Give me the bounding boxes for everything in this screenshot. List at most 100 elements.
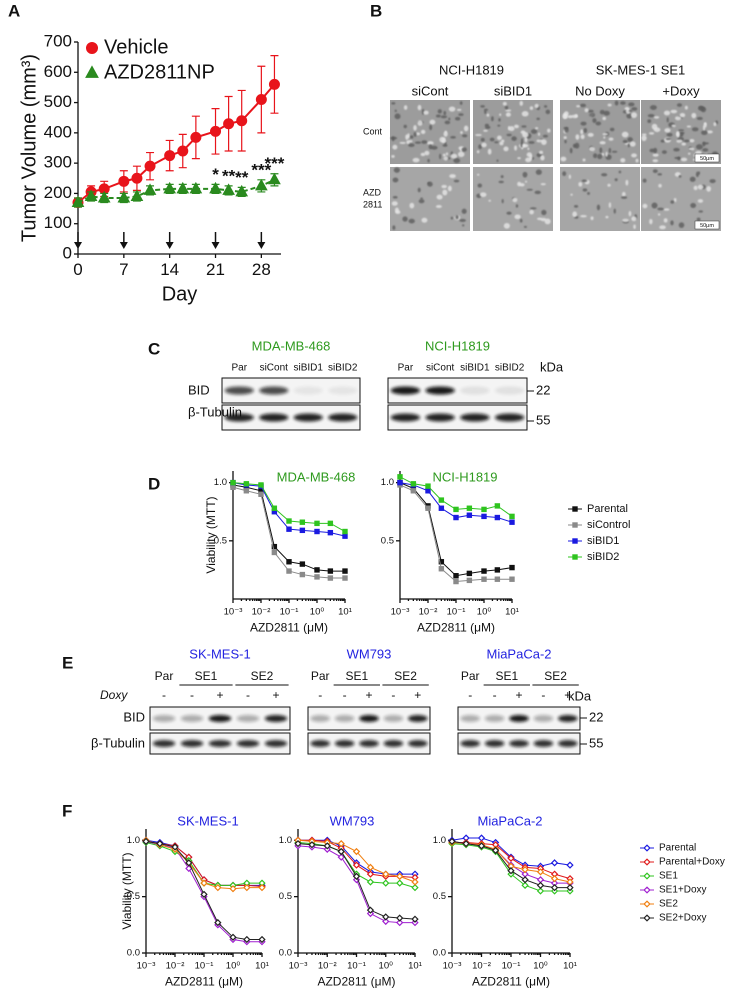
cell (582, 188, 588, 192)
marker (97, 190, 111, 203)
cell (626, 113, 633, 119)
marker (521, 876, 529, 884)
cell (649, 132, 655, 135)
marker (572, 522, 578, 528)
band (264, 740, 288, 747)
cell (602, 116, 607, 121)
marker (550, 859, 559, 867)
cell (691, 127, 699, 132)
cell (540, 155, 545, 161)
cell (657, 173, 662, 176)
cell (607, 103, 612, 107)
band (359, 740, 379, 747)
cell (423, 110, 429, 115)
cell (395, 210, 401, 215)
marker (411, 883, 419, 892)
cell (670, 200, 675, 204)
cell (427, 181, 433, 187)
cell (524, 136, 528, 143)
blot-title: NCI-H1819 (425, 338, 490, 353)
cell (631, 107, 638, 111)
cell (418, 199, 425, 204)
cell (663, 110, 671, 116)
chart-title: WM793 (330, 813, 375, 828)
y-tick-label: 0.5 (127, 891, 140, 902)
cell (535, 127, 539, 130)
band (509, 740, 529, 747)
cell (625, 108, 631, 114)
marker (643, 844, 651, 852)
cell (453, 179, 460, 183)
band (390, 413, 421, 422)
cell (391, 154, 395, 158)
cell (670, 109, 678, 114)
lane-label: Par (398, 363, 414, 374)
marker (396, 914, 404, 922)
cell (697, 184, 704, 190)
marker (396, 879, 404, 887)
significance-mark: *** (265, 154, 285, 173)
band (152, 740, 176, 747)
marker (210, 125, 222, 137)
marker (200, 890, 208, 899)
marker (327, 520, 334, 527)
legend-label: AZD2811NP (104, 61, 215, 83)
x-tick-label: 21 (206, 260, 225, 279)
cell (673, 147, 680, 152)
band (328, 386, 358, 395)
cell (653, 147, 658, 154)
cell (480, 105, 485, 108)
cell (564, 139, 567, 144)
cell (501, 139, 505, 143)
cell (574, 142, 580, 149)
marker (337, 853, 345, 861)
cell (529, 106, 534, 110)
cell (393, 167, 400, 173)
marker (466, 570, 473, 577)
cell (541, 139, 547, 146)
cell (476, 173, 480, 176)
cell (390, 136, 398, 140)
cell (508, 126, 515, 132)
cell (569, 147, 573, 154)
cell (688, 147, 695, 151)
cell (663, 218, 668, 223)
marker (466, 577, 473, 584)
cell (417, 120, 423, 126)
marker (171, 843, 179, 851)
cell (429, 119, 436, 125)
y-axis-label: Viability (MTT) (120, 852, 134, 929)
marker (536, 876, 545, 884)
cell (459, 218, 467, 222)
lane-label: siBID1 (294, 363, 324, 374)
band (484, 715, 505, 722)
group-label: SE2 (251, 669, 274, 683)
dosing-arrow-head (74, 242, 82, 249)
marker (494, 514, 501, 521)
band (484, 740, 505, 747)
y-tick-label: 0.5 (279, 891, 292, 902)
cell (630, 112, 638, 119)
marker (494, 576, 501, 582)
marker (509, 513, 515, 520)
cell (439, 153, 442, 160)
cell (529, 207, 537, 210)
cell (529, 154, 533, 161)
cell (588, 146, 595, 152)
marker (572, 554, 578, 560)
cell (689, 139, 695, 143)
marker (143, 183, 157, 195)
marker (494, 503, 501, 509)
cell (568, 174, 571, 179)
cell (476, 150, 480, 154)
cell (463, 125, 469, 132)
cell (514, 145, 518, 151)
group-label: SE2 (394, 669, 417, 683)
cell (678, 129, 685, 132)
doxy-sign: + (564, 688, 571, 702)
cell (417, 104, 422, 111)
row-label: BID (123, 709, 145, 724)
legend-label: SE2+Doxy (659, 913, 707, 924)
cell (660, 139, 666, 143)
marker (164, 150, 176, 162)
